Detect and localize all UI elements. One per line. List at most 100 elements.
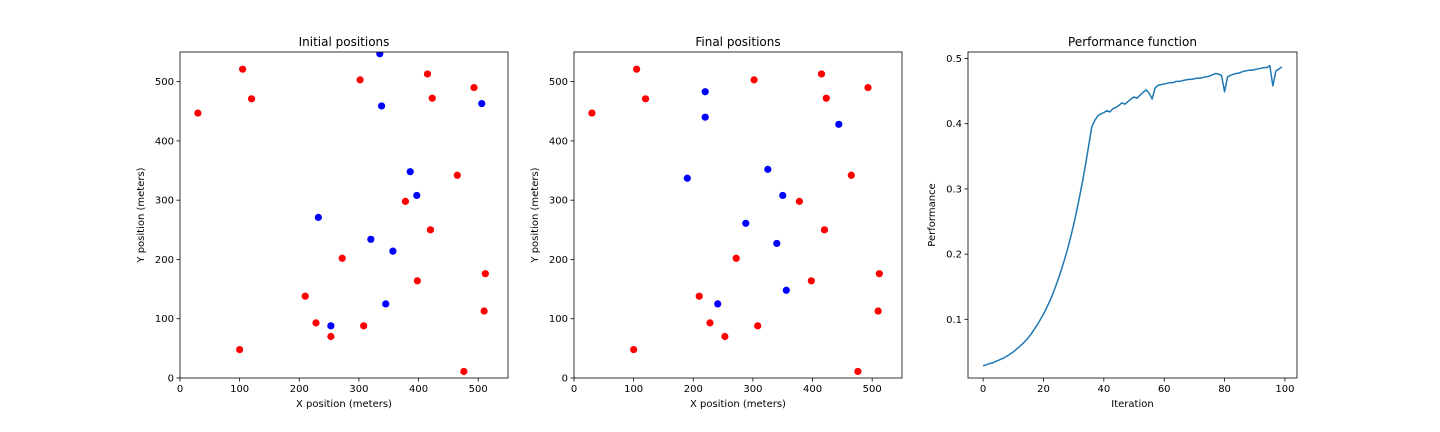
scatter-point [413, 277, 421, 285]
scatter-point [630, 345, 638, 354]
scatter-point [478, 99, 486, 108]
x-tick-label: 200 [684, 384, 703, 395]
scatter-point [874, 307, 882, 315]
y-tick-label: 0 [168, 374, 174, 385]
scatter-point [194, 109, 202, 117]
scatter-point [314, 213, 322, 221]
scatter-point [779, 191, 787, 200]
scatter-point [588, 109, 596, 117]
initial-positions-chart: Initial positions X position (meters) Y … [136, 35, 509, 410]
scatter-point [742, 219, 750, 227]
y-axis-label: Y position (meters) [136, 167, 147, 263]
x-tick-label: 40 [1097, 384, 1110, 395]
x-tick-label: 500 [863, 384, 882, 395]
scatter-point [732, 254, 740, 262]
plot-area [194, 52, 489, 376]
y-tick-label: 400 [155, 136, 174, 147]
x-tick-label: 100 [1275, 384, 1294, 395]
scatter-point [773, 239, 781, 248]
x-tick-label: 300 [349, 384, 368, 395]
scatter-point [389, 247, 397, 255]
y-axis-label: Y position (meters) [530, 167, 541, 263]
x-axis-label: X position (meters) [296, 399, 392, 410]
y-tick-label: 300 [155, 196, 174, 207]
scatter-point [480, 307, 488, 315]
scatter-point [367, 235, 375, 243]
scatter-point [714, 300, 722, 308]
x-axis-label: X position (meters) [690, 399, 786, 410]
scatter-point [312, 319, 320, 327]
y-tick-label: 0.3 [946, 184, 962, 195]
scatter-point [835, 120, 843, 128]
scatter-point [764, 165, 772, 173]
y-tick-label: 500 [549, 77, 568, 88]
scatter-point [754, 322, 762, 330]
x-tick-label: 200 [290, 384, 309, 395]
y-tick-label: 0.4 [946, 119, 962, 130]
scatter-point [701, 88, 709, 96]
scatter-point [706, 319, 714, 327]
scatter-point [406, 168, 414, 176]
scatter-point [376, 52, 384, 58]
x-tick-label: 100 [624, 384, 643, 395]
x-tick-label: 0 [980, 384, 986, 395]
scatter-point [360, 322, 368, 330]
x-tick-label: 500 [469, 384, 488, 395]
scatter-point [820, 226, 829, 234]
scatter-point [683, 174, 691, 182]
scatter-point [864, 83, 872, 92]
x-tick-label: 20 [1037, 384, 1050, 395]
x-tick-label: 0 [177, 384, 183, 395]
x-tick-label: 100 [230, 384, 249, 395]
scatter-point [470, 83, 478, 92]
scatter-point [377, 102, 386, 110]
chart-title: Performance function [1068, 35, 1197, 49]
axes-frame [179, 51, 509, 379]
scatter-point [327, 332, 335, 341]
x-tick-label: 80 [1218, 384, 1231, 395]
scatter-point [247, 95, 256, 103]
scatter-point [236, 345, 244, 354]
scatter-point [356, 76, 364, 84]
scatter-point [695, 292, 703, 300]
scatter-point [460, 367, 468, 376]
scatter-point [701, 113, 709, 121]
y-tick-label: 500 [155, 77, 174, 88]
scatter-point [822, 94, 830, 102]
y-tick-label: 0 [562, 374, 568, 385]
scatter-point [301, 292, 309, 300]
scatter-point [641, 95, 650, 103]
scatter-point [423, 70, 432, 78]
x-tick-label: 400 [803, 384, 822, 395]
scatter-point [817, 70, 826, 78]
scatter-point [401, 197, 410, 205]
x-axis-label: Iteration [1111, 399, 1153, 410]
final-positions-chart: Final positions X position (meters) Y po… [530, 35, 903, 410]
scatter-point [338, 254, 346, 262]
axes-frame [967, 51, 1298, 379]
x-tick-label: 60 [1158, 384, 1171, 395]
scatter-point [453, 171, 461, 179]
scatter-point [875, 270, 883, 278]
x-tick-label: 400 [409, 384, 428, 395]
y-tick-label: 0.2 [946, 250, 962, 261]
x-tick-label: 0 [571, 384, 577, 395]
scatter-point [481, 270, 489, 278]
y-tick-label: 100 [549, 314, 568, 325]
scatter-point [382, 300, 390, 308]
y-tick-label: 400 [549, 136, 568, 147]
y-tick-label: 100 [155, 314, 174, 325]
x-tick-label: 300 [743, 384, 762, 395]
scatter-point [633, 65, 641, 73]
scatter-point [721, 332, 729, 341]
performance-line [982, 64, 1283, 367]
y-tick-label: 300 [549, 196, 568, 207]
performance-function-chart: Performance function Iteration Performan… [927, 35, 1298, 410]
scatter-point [847, 171, 855, 179]
scatter-point [807, 277, 815, 285]
y-axis-label: Performance [927, 183, 938, 246]
scatter-point [750, 76, 758, 84]
scatter-point [413, 191, 421, 200]
